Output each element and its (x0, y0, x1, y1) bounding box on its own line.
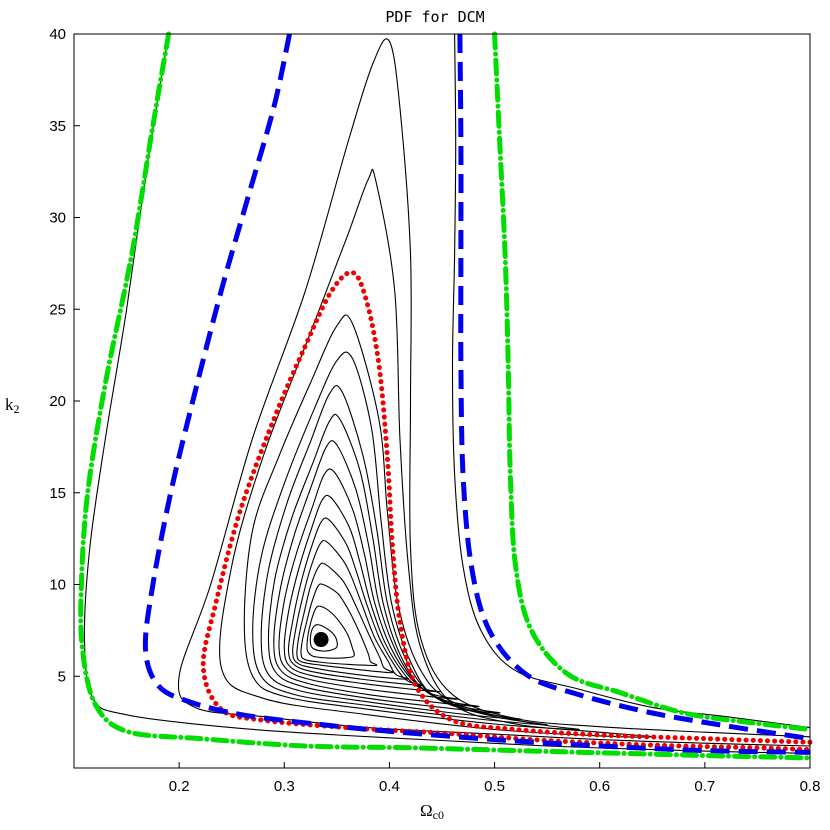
chart-title: PDF for DCM (385, 8, 484, 26)
contour-line-10 (278, 468, 459, 700)
y-tick-label: 25 (49, 301, 66, 318)
y-tick-label: 10 (49, 577, 66, 594)
contour-line-9 (273, 440, 480, 708)
x-tick-label: 0.7 (694, 778, 715, 795)
x-tick-label: 0.6 (589, 778, 610, 795)
contour-line-8 (267, 413, 501, 714)
y-axis-label: k2 (5, 395, 20, 416)
confidence-contours (78, 31, 813, 761)
contour-lines (83, 33, 811, 754)
contour-line-16 (306, 605, 355, 659)
contour-line-14 (296, 562, 395, 674)
y-tick-label: 40 (49, 26, 66, 43)
best-fit-marker (313, 632, 329, 648)
contour-line-17 (309, 624, 338, 652)
3-sigma-contour-5 (492, 31, 813, 732)
contour-line-12 (287, 517, 424, 687)
contour-line-2 (451, 33, 811, 729)
x-axis-label: Ωc0 (420, 801, 444, 822)
x-tick-label: 0.5 (484, 778, 505, 795)
x-tick-label: 0.2 (169, 778, 190, 795)
1-sigma-contour-1 (200, 269, 813, 753)
y-tick-label: 5 (58, 668, 66, 685)
contour-line-13 (292, 539, 409, 680)
contour-line-3 (177, 38, 811, 747)
contour-line-5 (243, 314, 580, 731)
contour-line-7 (260, 385, 522, 720)
3-sigma-contour-4 (78, 31, 813, 761)
x-tick-label: 0.8 (800, 778, 821, 795)
x-axis-ticks: 0.2 0.3 0.4 0.5 0.6 0.7 0.8 (169, 762, 821, 795)
contour-line-15 (300, 583, 378, 667)
y-tick-label: 30 (49, 210, 66, 227)
x-tick-label: 0.4 (379, 778, 400, 795)
x-tick-label: 0.3 (274, 778, 295, 795)
y-tick-label: 15 (49, 485, 66, 502)
contour-line-6 (252, 351, 548, 726)
contour-line-11 (283, 494, 441, 693)
y-tick-label: 20 (49, 393, 66, 410)
y-tick-label: 35 (49, 118, 66, 135)
2-sigma-contour-2 (142, 33, 811, 755)
2-sigma-contour-3 (457, 33, 811, 742)
y-axis-ticks: 5 10 15 20 25 30 35 40 (49, 26, 80, 685)
